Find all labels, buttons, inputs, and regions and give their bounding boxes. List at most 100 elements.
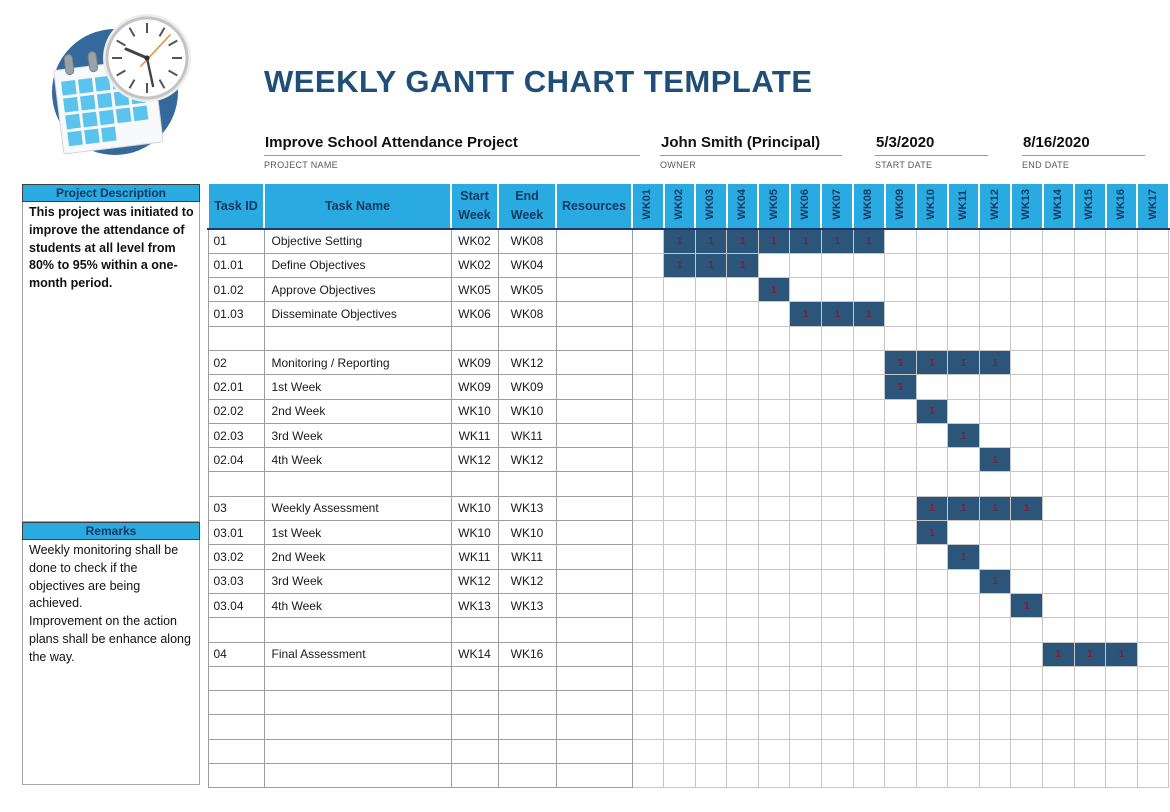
gantt-empty-cell xyxy=(947,277,980,303)
task-id-cell: 02.04 xyxy=(207,447,265,473)
gantt-empty-cell xyxy=(789,447,822,473)
gantt-empty-cell xyxy=(915,763,949,789)
gantt-empty-cell xyxy=(789,738,822,765)
gantt-empty-cell xyxy=(852,349,886,376)
gantt-empty-cell xyxy=(1105,252,1138,279)
gantt-bar-cell: 1 xyxy=(978,447,1012,473)
start-week-cell xyxy=(450,714,499,740)
gantt-empty-cell xyxy=(757,763,791,789)
gantt-empty-cell xyxy=(663,641,696,667)
owner-value: John Smith (Principal) xyxy=(660,134,842,156)
task-name-cell: 2nd Week xyxy=(263,544,452,570)
task-name-cell: Objective Setting xyxy=(263,228,452,254)
resources-cell xyxy=(555,690,633,716)
gantt-empty-cell xyxy=(726,277,759,303)
gantt-empty-cell xyxy=(694,349,728,376)
gantt-empty-cell xyxy=(1042,228,1075,254)
gantt-empty-cell xyxy=(1010,447,1044,473)
task-row: 02 Monitoring / Reporting WK09 WK12 1 1 1 1 xyxy=(207,349,1170,376)
gantt-empty-cell xyxy=(631,301,665,327)
gantt-empty-cell xyxy=(726,592,759,619)
gantt-empty-cell xyxy=(1073,277,1107,303)
gantt-empty-cell xyxy=(884,738,917,765)
gantt-empty-cell xyxy=(915,301,949,327)
gantt-empty-cell xyxy=(947,690,980,716)
gantt-empty-cell xyxy=(631,714,665,740)
page-title: WEEKLY GANTT CHART TEMPLATE xyxy=(264,64,813,99)
gantt-empty-cell xyxy=(694,374,728,400)
gantt-empty-cell xyxy=(915,714,949,740)
resources-cell xyxy=(555,495,633,522)
week-column-header: WK07 xyxy=(820,182,855,230)
task-id-cell: 02 xyxy=(207,349,265,376)
resources-cell xyxy=(555,520,633,546)
gantt-empty-cell xyxy=(1136,374,1170,400)
task-name-cell: Disseminate Objectives xyxy=(263,301,452,327)
task-name-cell: Final Assessment xyxy=(263,641,452,667)
project-name-value: Improve School Attendance Project xyxy=(264,134,640,156)
gantt-empty-cell xyxy=(884,252,917,279)
end-week-cell: WK12 xyxy=(497,447,557,473)
task-row xyxy=(207,763,1170,789)
task-id-cell xyxy=(207,665,265,692)
gantt-empty-cell xyxy=(1136,301,1170,327)
gantt-empty-cell xyxy=(1010,520,1044,546)
week-column-header: WK13 xyxy=(1009,182,1044,230)
gantt-empty-cell xyxy=(757,568,791,594)
gantt-empty-cell xyxy=(1042,714,1075,740)
gantt-empty-cell xyxy=(1105,422,1138,449)
gantt-empty-cell xyxy=(915,641,949,667)
gantt-empty-cell xyxy=(663,592,696,619)
gantt-empty-cell xyxy=(1042,374,1075,400)
gantt-bar-cell: 1 xyxy=(915,398,949,424)
task-name-cell xyxy=(263,325,452,351)
gantt-empty-cell xyxy=(978,520,1012,546)
task-id-cell xyxy=(207,714,265,740)
task-id-cell xyxy=(207,471,265,497)
gantt-empty-cell xyxy=(663,447,696,473)
task-name-cell: Monitoring / Reporting xyxy=(263,349,452,376)
gantt-empty-cell xyxy=(663,665,696,692)
task-id-cell: 03 xyxy=(207,495,265,522)
gantt-empty-cell xyxy=(631,374,665,400)
gantt-empty-cell xyxy=(884,520,917,546)
gantt-bar-cell: 1 xyxy=(915,520,949,546)
start-week-cell: WK10 xyxy=(450,520,499,546)
gantt-empty-cell xyxy=(1042,544,1075,570)
start-date-field: 5/3/2020 START DATE xyxy=(875,134,988,170)
gantt-empty-cell xyxy=(1042,325,1075,351)
start-week-cell xyxy=(450,738,499,765)
task-name-cell: 1st Week xyxy=(263,520,452,546)
gantt-empty-cell xyxy=(789,495,822,522)
gantt-empty-cell xyxy=(1073,422,1107,449)
gantt-empty-cell xyxy=(884,228,917,254)
gantt-empty-cell xyxy=(820,544,854,570)
task-row: 04 Final Assessment WK14 WK16 1 1 1 xyxy=(207,641,1170,667)
gantt-empty-cell xyxy=(789,568,822,594)
gantt-empty-cell xyxy=(884,495,917,522)
gantt-empty-cell xyxy=(978,398,1012,424)
gantt-empty-cell xyxy=(694,277,728,303)
start-week-cell: WK11 xyxy=(450,544,499,570)
gantt-bar-cell: 1 xyxy=(947,422,980,449)
gantt-empty-cell xyxy=(820,738,854,765)
gantt-empty-cell xyxy=(1042,568,1075,594)
gantt-empty-cell xyxy=(694,301,728,327)
gantt-empty-cell xyxy=(1073,228,1107,254)
gantt-empty-cell xyxy=(947,714,980,740)
gantt-empty-cell xyxy=(978,277,1012,303)
gantt-bar-cell: 1 xyxy=(820,228,854,254)
gantt-empty-cell xyxy=(757,641,791,667)
gantt-empty-cell xyxy=(663,544,696,570)
task-row xyxy=(207,738,1170,765)
calendar-clock-logo-image xyxy=(52,14,191,155)
gantt-empty-cell xyxy=(978,374,1012,400)
gantt-empty-cell xyxy=(820,447,854,473)
gantt-empty-cell xyxy=(1042,422,1075,449)
gantt-bar-cell: 1 xyxy=(663,228,696,254)
task-id-cell xyxy=(207,690,265,716)
gantt-empty-cell xyxy=(1073,617,1107,643)
gantt-empty-cell xyxy=(1105,544,1138,570)
gantt-empty-cell xyxy=(1136,641,1170,667)
task-name-cell: 3rd Week xyxy=(263,422,452,449)
